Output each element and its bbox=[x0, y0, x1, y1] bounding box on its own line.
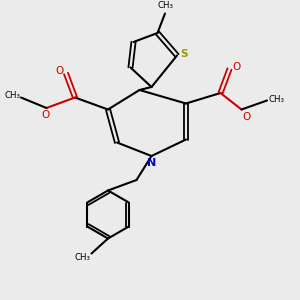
Text: O: O bbox=[242, 112, 250, 122]
Text: CH₃: CH₃ bbox=[268, 94, 284, 103]
Text: CH₃: CH₃ bbox=[4, 92, 21, 100]
Text: S: S bbox=[180, 49, 187, 59]
Text: CH₃: CH₃ bbox=[74, 254, 91, 262]
Text: O: O bbox=[55, 66, 64, 76]
Text: N: N bbox=[147, 158, 156, 169]
Text: CH₃: CH₃ bbox=[158, 2, 174, 10]
Text: O: O bbox=[232, 61, 240, 72]
Text: O: O bbox=[41, 110, 49, 121]
